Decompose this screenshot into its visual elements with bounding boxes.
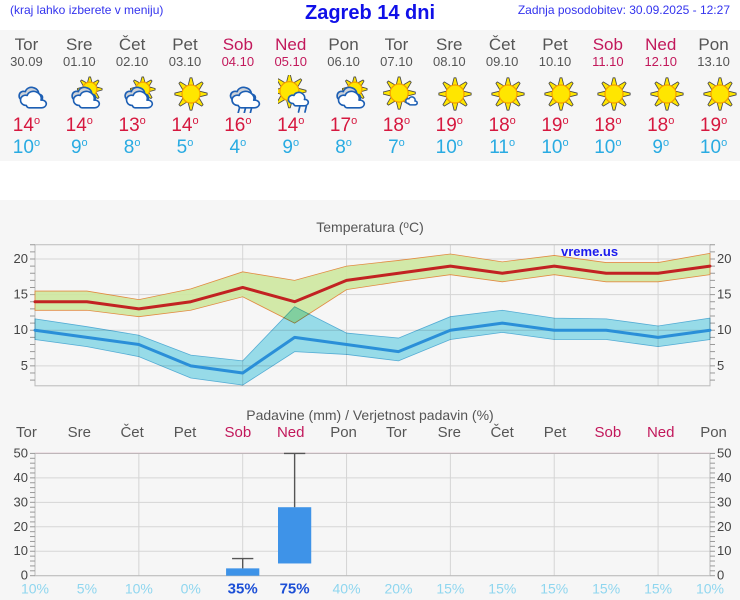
svg-text:Pet: Pet [174,424,197,441]
svg-text:20: 20 [717,251,731,266]
svg-text:Tor: Tor [16,424,37,441]
svg-text:15%: 15% [540,581,568,597]
svg-text:Sob: Sob [595,424,622,441]
svg-text:5: 5 [717,358,724,373]
svg-text:Sob: Sob [225,424,252,441]
svg-text:5: 5 [21,358,28,373]
svg-text:15%: 15% [436,581,464,597]
svg-text:Tor: Tor [386,424,407,441]
svg-text:40%: 40% [333,581,361,597]
svg-text:10%: 10% [125,581,153,597]
svg-text:20: 20 [14,251,28,266]
svg-text:5%: 5% [77,581,97,597]
svg-text:15%: 15% [488,581,516,597]
svg-text:50: 50 [717,445,731,460]
svg-text:0%: 0% [181,581,201,597]
svg-text:20: 20 [717,519,731,534]
svg-text:10: 10 [14,543,28,558]
svg-text:Ned: Ned [277,424,305,441]
svg-text:10: 10 [717,543,731,558]
svg-text:vreme.us: vreme.us [561,244,618,259]
svg-text:40: 40 [14,470,28,485]
svg-text:35%: 35% [228,581,258,598]
svg-text:10: 10 [717,322,731,337]
svg-text:Sre: Sre [438,424,461,441]
svg-text:Pon: Pon [330,424,357,441]
svg-text:Ned: Ned [647,424,675,441]
svg-text:15%: 15% [644,581,672,597]
svg-text:10%: 10% [696,581,724,597]
svg-text:15: 15 [717,287,731,302]
svg-text:Čet: Čet [120,424,144,441]
svg-text:20: 20 [14,519,28,534]
svg-text:50: 50 [14,445,28,460]
svg-text:30: 30 [14,494,28,509]
svg-text:15%: 15% [592,581,620,597]
svg-text:Pon: Pon [700,424,727,441]
svg-text:Pet: Pet [544,424,567,441]
svg-text:30: 30 [717,494,731,509]
svg-text:10: 10 [14,322,28,337]
svg-text:40: 40 [717,470,731,485]
svg-text:Čet: Čet [490,424,514,441]
svg-text:20%: 20% [384,581,412,597]
svg-text:10%: 10% [21,581,49,597]
svg-text:75%: 75% [280,581,310,598]
svg-text:Padavine (mm) / Verjetnost pad: Padavine (mm) / Verjetnost padavin (%) [246,407,493,423]
svg-text:Temperatura (oC): Temperatura (oC) [316,219,424,235]
svg-text:15: 15 [14,287,28,302]
svg-text:Sre: Sre [68,424,91,441]
